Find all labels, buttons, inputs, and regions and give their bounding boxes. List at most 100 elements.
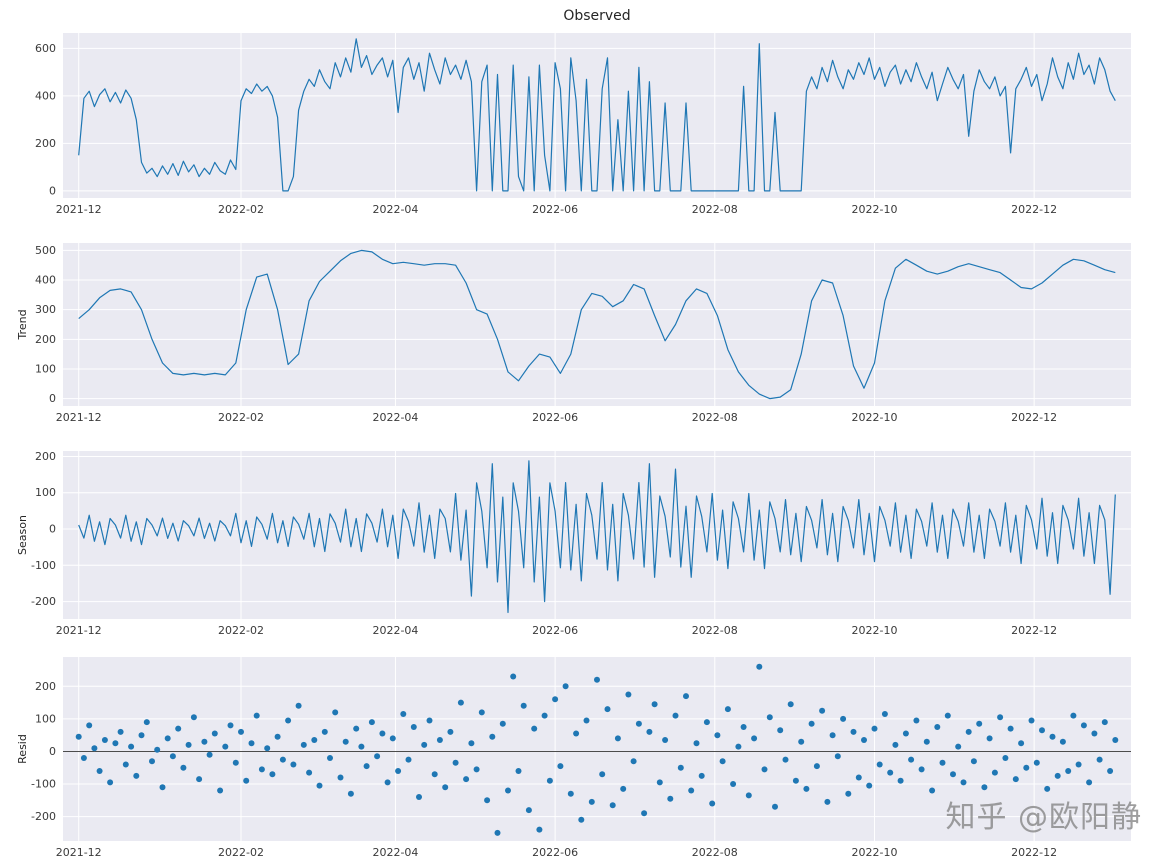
- resid-point: [274, 733, 281, 740]
- resid-point: [960, 779, 967, 786]
- resid-point: [813, 763, 820, 770]
- resid-point: [782, 756, 789, 763]
- x-tick-label: 2022-12: [1011, 411, 1057, 424]
- x-tick-label: 2022-08: [692, 846, 738, 859]
- watermark-text: 知乎 @欧阳静: [945, 800, 1142, 835]
- resid-point: [735, 743, 742, 750]
- resid-point: [1080, 722, 1087, 729]
- x-tick-label: 2022-12: [1011, 203, 1057, 216]
- resid-point: [253, 712, 260, 719]
- y-tick-label: 200: [35, 333, 56, 346]
- x-tick-label: 2021-12: [56, 846, 102, 859]
- resid-point: [300, 741, 307, 748]
- resid-point: [164, 735, 171, 742]
- resid-point: [887, 769, 894, 776]
- resid-point: [1033, 759, 1040, 766]
- resid-point: [96, 768, 103, 774]
- resid-point: [1101, 719, 1108, 726]
- resid-point: [719, 758, 726, 765]
- resid-point: [1023, 764, 1030, 771]
- resid-point: [473, 766, 480, 773]
- resid-point: [683, 693, 689, 700]
- trend-plot-area: [63, 243, 1131, 406]
- resid-point: [552, 696, 559, 703]
- resid-point: [934, 724, 941, 730]
- resid-point: [180, 764, 187, 771]
- resid-point: [342, 738, 349, 745]
- y-tick-label: -100: [31, 778, 56, 791]
- resid-point: [117, 728, 124, 735]
- resid-point: [620, 785, 627, 792]
- resid-point: [1012, 776, 1019, 783]
- resid-point: [206, 751, 213, 758]
- resid-point: [950, 771, 956, 778]
- resid-point: [133, 772, 140, 779]
- resid-point: [913, 717, 920, 724]
- resid-point: [1054, 772, 1061, 779]
- chart-title: Observed: [563, 8, 631, 24]
- resid-point: [175, 725, 182, 732]
- x-tick-label: 2022-08: [692, 624, 738, 637]
- resid-point: [196, 776, 203, 783]
- resid-point: [452, 759, 459, 766]
- resid-point: [531, 725, 538, 732]
- resid-point: [1049, 733, 1056, 740]
- resid-point: [149, 758, 155, 765]
- resid-point: [138, 732, 145, 739]
- resid-point: [426, 717, 433, 724]
- resid-point: [567, 790, 574, 797]
- resid-point: [416, 794, 422, 800]
- resid-point: [232, 759, 239, 766]
- resid-point: [353, 725, 360, 732]
- x-tick-label: 2022-12: [1011, 846, 1057, 859]
- resid-point: [929, 787, 936, 794]
- resid-point: [463, 776, 470, 783]
- resid-point: [970, 758, 977, 765]
- resid-point: [944, 712, 951, 719]
- resid-point: [792, 777, 799, 784]
- resid-point: [128, 743, 135, 750]
- y-tick-label: 0: [49, 392, 56, 405]
- resid-point: [1002, 755, 1009, 761]
- resid-point: [1007, 725, 1014, 732]
- x-tick-label: 2021-12: [56, 203, 102, 216]
- resid-point: [395, 768, 402, 774]
- resid-point: [290, 761, 297, 768]
- resid-point: [829, 732, 836, 739]
- resid-point: [541, 712, 548, 719]
- y-tick-label: 0: [49, 523, 56, 536]
- resid-point: [489, 733, 496, 740]
- resid-point: [588, 798, 595, 805]
- y-tick-label: 500: [35, 244, 56, 257]
- resid-point: [238, 728, 244, 735]
- x-tick-label: 2022-10: [851, 203, 897, 216]
- trend-ylabel: Trend: [16, 309, 29, 340]
- resid-point: [374, 753, 381, 760]
- resid-point: [499, 720, 506, 727]
- x-tick-label: 2022-02: [218, 203, 264, 216]
- resid-point: [902, 730, 909, 737]
- resid-point: [279, 756, 286, 763]
- resid-point: [740, 724, 747, 730]
- resid-point: [447, 728, 454, 735]
- resid-point: [641, 810, 648, 817]
- resid-point: [505, 787, 511, 794]
- x-tick-label: 2022-10: [851, 624, 897, 637]
- x-tick-label: 2022-04: [372, 846, 418, 859]
- resid-point: [248, 740, 255, 747]
- x-tick-label: 2022-02: [218, 846, 264, 859]
- resid-point: [80, 755, 87, 761]
- resid-point: [866, 782, 873, 789]
- resid-point: [656, 779, 663, 786]
- resid-point: [515, 768, 522, 774]
- resid-point: [604, 706, 611, 713]
- x-tick-label: 2022-12: [1011, 624, 1057, 637]
- resid-panel: -200 -100 0 100 200 2021-12 2022-02 2022-04 2022…: [16, 657, 1131, 859]
- resid-point: [1065, 768, 1072, 774]
- resid-point: [75, 733, 82, 740]
- resid-point: [363, 763, 370, 770]
- resid-point: [672, 712, 679, 719]
- resid-point: [986, 735, 993, 742]
- resid-point: [761, 766, 768, 773]
